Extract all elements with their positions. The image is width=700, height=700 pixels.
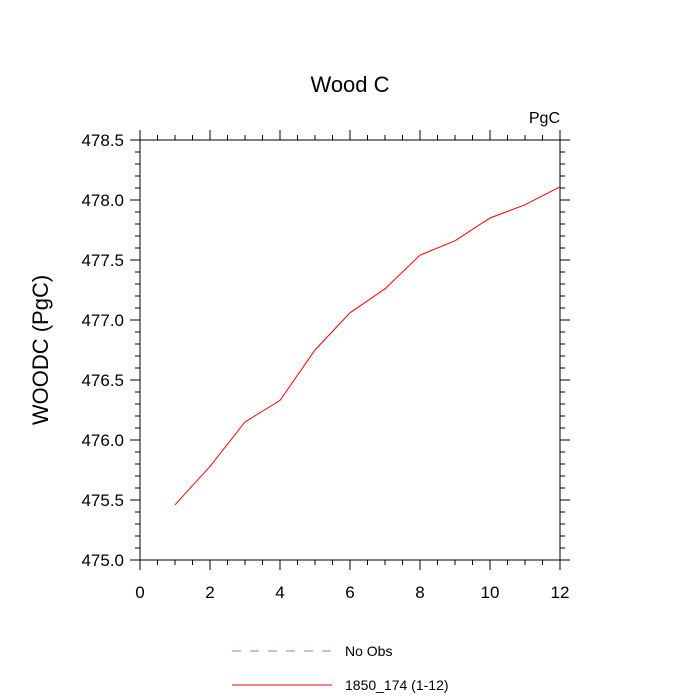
series-layer — [174, 186, 561, 506]
legend-label: No Obs — [345, 643, 392, 659]
x-tick-label: 12 — [551, 583, 570, 602]
axis-ticks — [130, 130, 570, 570]
x-tick-label: 8 — [415, 583, 424, 602]
y-tick-label: 475.0 — [81, 551, 124, 570]
plot-frame — [139, 139, 561, 561]
y-tick-label: 477.5 — [81, 251, 124, 270]
y-tick-label: 475.5 — [81, 491, 124, 510]
legend: No Obs 1850_174 (1-12) — [232, 643, 449, 693]
y-axis-label: WOODC (PgC) — [28, 275, 53, 425]
x-tick-label: 0 — [135, 583, 144, 602]
y-tick-label: 478.0 — [81, 191, 124, 210]
y-tick-label: 478.5 — [81, 131, 124, 150]
axis-tick-labels: 0 2 4 6 8 10 12 475.0 475.5 476.0 476.5 477.0 477.5 4… — [81, 131, 569, 602]
x-tick-label: 10 — [481, 583, 500, 602]
units-label: PgC — [529, 110, 560, 127]
legend-label: 1850_174 (1-12) — [345, 677, 449, 693]
y-tick-label: 477.0 — [81, 311, 124, 330]
x-tick-label: 6 — [345, 583, 354, 602]
x-tick-label: 2 — [205, 583, 214, 602]
chart-title: Wood C — [310, 72, 389, 97]
series-line — [174, 186, 561, 506]
x-tick-label: 4 — [275, 583, 284, 602]
y-tick-label: 476.5 — [81, 371, 124, 390]
y-tick-label: 476.0 — [81, 431, 124, 450]
